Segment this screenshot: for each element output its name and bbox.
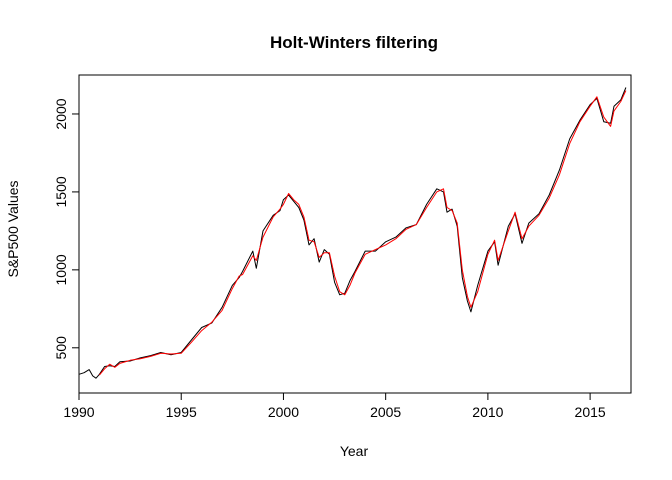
y-axis-label: S&P500 Values xyxy=(5,180,21,277)
chart-title: Holt-Winters filtering xyxy=(270,33,438,52)
series-line-observed xyxy=(78,87,627,379)
series-line-fitted xyxy=(99,90,627,376)
y-axis: 500 1000 1500 2000 xyxy=(53,98,80,360)
y-tick-label: 500 xyxy=(53,336,69,360)
x-tick-label: 2000 xyxy=(268,404,299,420)
x-tick-label: 2015 xyxy=(575,404,606,420)
x-tick-label: 2005 xyxy=(370,404,401,420)
series-layer xyxy=(78,87,627,379)
y-tick-label: 2000 xyxy=(53,98,69,129)
x-axis: 1990 1995 2000 2005 2010 2015 xyxy=(63,392,606,420)
plot-frame xyxy=(78,74,632,394)
x-tick-label: 2010 xyxy=(472,404,503,420)
y-tick-label: 1500 xyxy=(53,176,69,207)
x-axis-label: Year xyxy=(340,443,369,459)
x-tick-label: 1995 xyxy=(166,404,197,420)
y-tick-label: 1000 xyxy=(53,254,69,285)
x-tick-label: 1990 xyxy=(63,404,94,420)
